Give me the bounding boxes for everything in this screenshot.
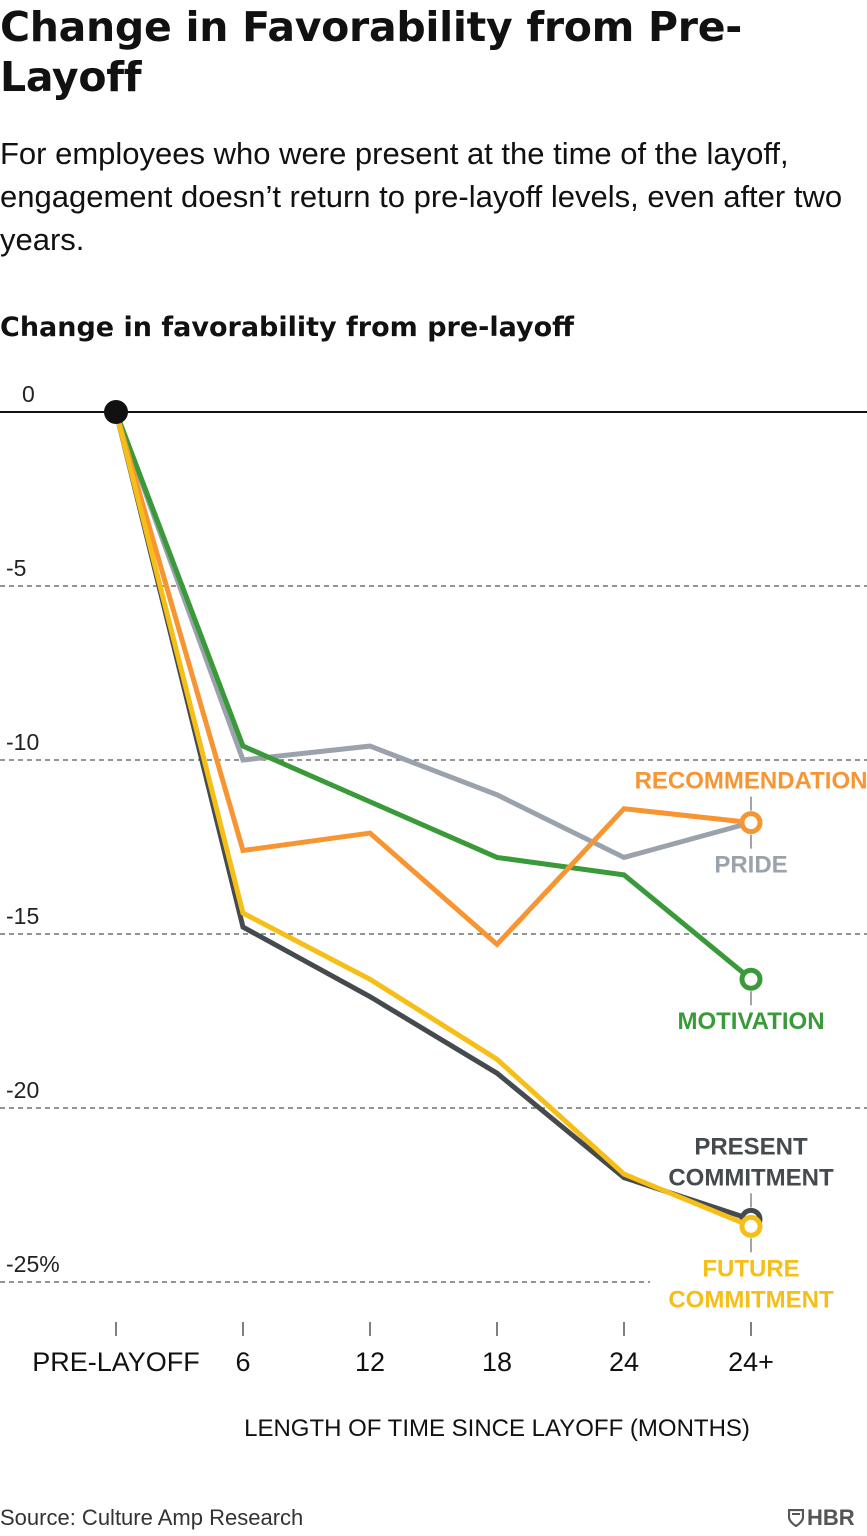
shield-icon bbox=[788, 1509, 804, 1527]
x-tick-label: 6 bbox=[235, 1347, 250, 1377]
series-label: MOTIVATION bbox=[677, 1008, 824, 1035]
series-line bbox=[113, 411, 753, 982]
x-tick-label: PRE-LAYOFF bbox=[32, 1347, 200, 1377]
series-label: COMMITMENT bbox=[668, 1164, 834, 1191]
series-label: PRESENT bbox=[694, 1133, 808, 1160]
series-labels: PRIDE MOTIVATION RECOMMENDATION PRESENT COMM… bbox=[635, 768, 867, 1314]
source-note: Source: Culture Amp Research bbox=[0, 1505, 304, 1530]
y-tick-label: -15 bbox=[6, 903, 39, 929]
page-title: Change in Favorability from Pre-Layoff bbox=[0, 3, 742, 101]
x-tick-label: 18 bbox=[482, 1347, 512, 1377]
series-line bbox=[113, 411, 752, 1222]
series-line bbox=[113, 411, 752, 861]
x-tick-label: 24+ bbox=[728, 1347, 774, 1377]
x-axis-ticks: PRE-LAYOFF 6 12 18 24 24+ bbox=[32, 1322, 774, 1377]
series-layer bbox=[104, 400, 763, 1238]
series-label: PRIDE bbox=[714, 852, 787, 879]
series-label: COMMITMENT bbox=[668, 1286, 834, 1313]
series-label: FUTURE bbox=[702, 1255, 799, 1282]
series-line bbox=[113, 411, 752, 948]
hbr-logo: HBR bbox=[788, 1505, 855, 1531]
x-tick-label: 24 bbox=[609, 1347, 639, 1377]
y-tick-label: 0 bbox=[22, 381, 35, 407]
start-point-marker bbox=[104, 400, 128, 424]
y-tick-label: -25% bbox=[6, 1251, 60, 1277]
series-end-marker bbox=[739, 967, 763, 991]
series-end-marker bbox=[739, 1214, 763, 1238]
y-tick-label: -20 bbox=[6, 1077, 39, 1103]
y-tick-label: -10 bbox=[6, 729, 39, 755]
grid-layer bbox=[0, 411, 867, 1283]
logo-text: HBR bbox=[807, 1505, 855, 1530]
y-tick-label: -5 bbox=[6, 555, 26, 581]
series-line bbox=[113, 411, 752, 1229]
series-label: RECOMMENDATION bbox=[635, 768, 867, 795]
chart-subtitle: For employees who were present at the ti… bbox=[0, 136, 843, 257]
y-tick-labels: 0 -5 -10 -15 -20 -25% bbox=[6, 381, 60, 1277]
series-end-marker bbox=[739, 811, 763, 835]
y-axis-label: Change in favorability from pre-layoff bbox=[0, 312, 575, 343]
x-axis-label: LENGTH OF TIME SINCE LAYOFF (MONTHS) bbox=[244, 1415, 750, 1442]
x-tick-label: 12 bbox=[355, 1347, 385, 1377]
